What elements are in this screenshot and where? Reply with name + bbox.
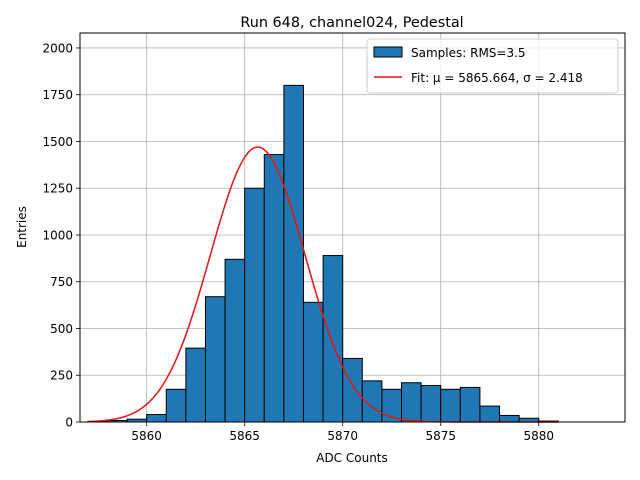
histogram-bar [263, 154, 285, 423]
histogram-bar [401, 382, 422, 423]
histogram-bar [185, 347, 206, 423]
legend-histogram-swatch [373, 46, 403, 58]
legend-histogram-label: Samples: RMS=3.5 [411, 46, 526, 60]
y-tick-label: 500 [50, 322, 73, 336]
y-tick-label: 1000 [42, 228, 73, 242]
histogram-bar [204, 296, 226, 423]
y-tick-label: 0 [65, 416, 73, 430]
histogram-bar [479, 405, 501, 423]
legend-box [366, 38, 619, 94]
histogram-bar [322, 255, 344, 423]
histogram-bars [87, 84, 559, 423]
x-tick-label: 5865 [229, 429, 260, 443]
grid-lines [80, 33, 625, 423]
x-tick-label: 5860 [131, 429, 162, 443]
y-tick-label: 750 [50, 275, 73, 289]
histogram-bar [459, 386, 481, 423]
chart-title: Run 648, channel024, Pedestal [240, 15, 463, 31]
histogram-bar [165, 388, 187, 423]
histogram-bar [244, 187, 265, 423]
y-axis-label: Entries [15, 206, 29, 248]
legend-fit-label: Fit: μ = 5865.664, σ = 2.418 [411, 71, 583, 85]
histogram-bar [283, 84, 304, 423]
x-tick-label: 5880 [523, 429, 554, 443]
y-tick-label: 2000 [42, 41, 73, 55]
histogram-bar [440, 388, 461, 423]
histogram-bar [420, 385, 442, 423]
histogram-bar [302, 301, 324, 423]
histogram-bar [146, 414, 167, 423]
y-tick-label: 250 [50, 369, 73, 383]
y-tick-label: 1500 [42, 135, 73, 149]
x-axis-ticks: 5860 5865 5870 5875 5880 [131, 422, 554, 443]
histogram-bar [499, 414, 520, 423]
y-tick-label: 1750 [42, 88, 73, 102]
histogram-bar [224, 258, 246, 423]
legend: Samples: RMS=3.5 Fit: μ = 5865.664, σ = … [366, 38, 619, 94]
histogram-bar [342, 357, 363, 423]
plot-frame [79, 32, 626, 423]
y-tick-label: 1250 [42, 182, 73, 196]
y-axis-ticks: 0 250 500 750 1000 1250 1500 1750 2000 [42, 41, 80, 430]
x-axis-label: ADC Counts [316, 451, 388, 465]
x-tick-label: 5875 [425, 429, 456, 443]
x-tick-label: 5870 [327, 429, 358, 443]
